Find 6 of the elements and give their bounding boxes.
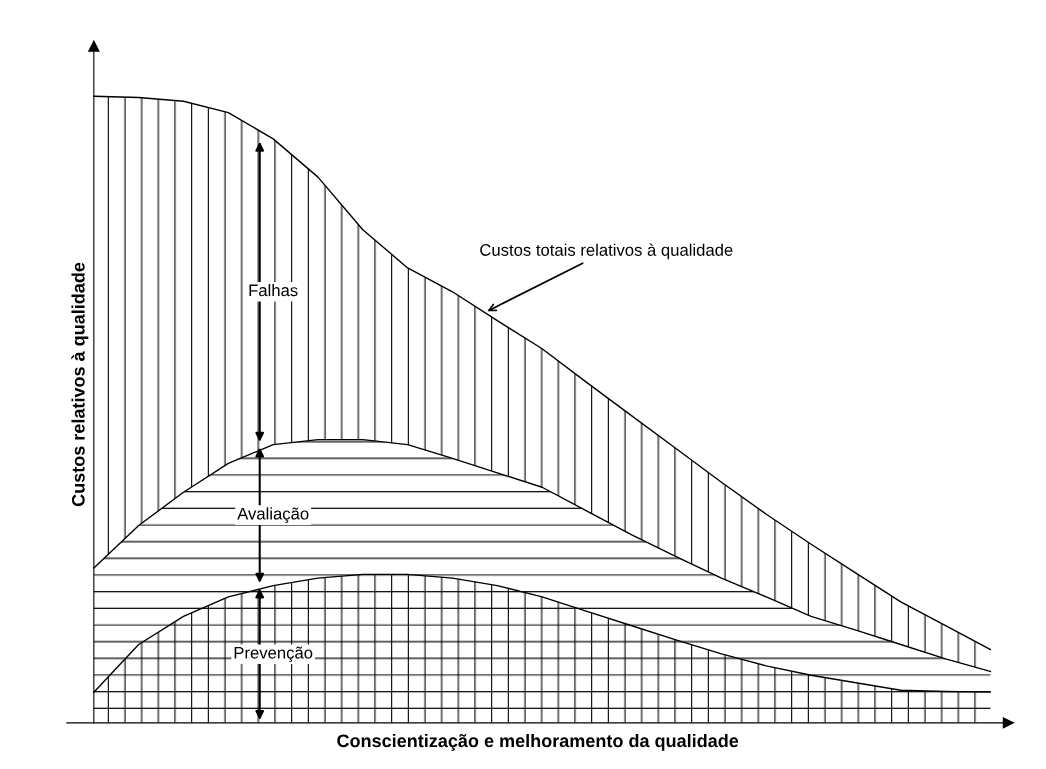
x-axis-title: Conscientização e melhoramento da qualidade	[337, 733, 739, 751]
series-label: Prevenção	[234, 646, 313, 663]
y-axis-title: Custos relativos à qualidade	[71, 262, 89, 507]
annotation: Custos totais relativos à qualidade	[480, 243, 733, 260]
series-label: Avaliação	[237, 507, 309, 523]
series-label: Falhas	[249, 284, 298, 297]
